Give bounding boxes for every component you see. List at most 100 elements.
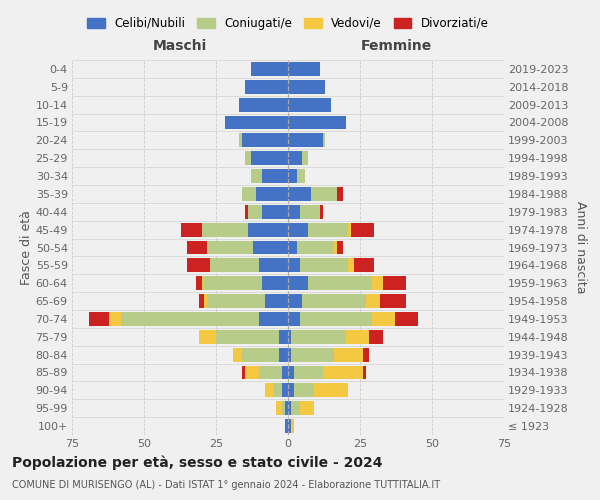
Bar xyxy=(262,276,288,290)
Bar xyxy=(296,240,334,254)
Bar xyxy=(187,258,210,272)
Bar xyxy=(288,116,346,130)
Bar xyxy=(208,240,253,254)
Bar xyxy=(334,348,363,362)
Bar xyxy=(371,276,383,290)
Bar xyxy=(337,240,343,254)
Bar xyxy=(285,419,288,433)
Y-axis label: Fasce di età: Fasce di età xyxy=(20,210,32,285)
Bar xyxy=(181,222,202,236)
Bar xyxy=(302,294,366,308)
Bar xyxy=(363,366,366,380)
Bar xyxy=(224,116,288,130)
Text: Maschi: Maschi xyxy=(153,38,207,52)
Bar xyxy=(288,169,296,183)
Bar xyxy=(242,348,280,362)
Bar xyxy=(262,205,288,219)
Bar xyxy=(282,401,285,415)
Bar xyxy=(202,222,248,236)
Bar xyxy=(380,294,406,308)
Bar xyxy=(302,151,308,165)
Bar xyxy=(395,312,418,326)
Bar xyxy=(242,366,245,380)
Bar xyxy=(282,366,288,380)
Bar xyxy=(251,151,288,165)
Bar xyxy=(299,312,371,326)
Bar xyxy=(202,276,205,290)
Bar xyxy=(311,187,337,201)
Bar xyxy=(288,222,308,236)
Bar xyxy=(308,222,349,236)
Bar xyxy=(299,401,314,415)
Bar xyxy=(277,401,282,415)
Bar xyxy=(265,294,288,308)
Bar xyxy=(308,276,371,290)
Bar xyxy=(354,258,374,272)
Bar xyxy=(323,366,363,380)
Bar xyxy=(314,384,349,398)
Bar xyxy=(245,151,251,165)
Text: Popolazione per età, sesso e stato civile - 2024: Popolazione per età, sesso e stato civil… xyxy=(12,455,383,469)
Bar xyxy=(288,330,291,344)
Bar xyxy=(346,330,368,344)
Bar xyxy=(323,134,325,147)
Text: Femmine: Femmine xyxy=(361,38,431,52)
Bar xyxy=(294,366,323,380)
Bar xyxy=(187,240,208,254)
Bar xyxy=(291,348,334,362)
Bar xyxy=(280,348,288,362)
Bar xyxy=(280,330,288,344)
Bar xyxy=(285,401,288,415)
Bar xyxy=(337,187,343,201)
Bar xyxy=(363,348,368,362)
Bar xyxy=(299,258,349,272)
Bar xyxy=(288,276,308,290)
Bar xyxy=(320,205,323,219)
Bar xyxy=(89,312,109,326)
Bar xyxy=(239,98,288,112)
Bar xyxy=(288,258,299,272)
Bar xyxy=(208,294,265,308)
Bar xyxy=(299,205,320,219)
Bar xyxy=(352,222,374,236)
Bar xyxy=(245,205,248,219)
Bar xyxy=(288,419,291,433)
Bar xyxy=(368,330,383,344)
Bar xyxy=(282,384,288,398)
Bar xyxy=(371,312,395,326)
Bar xyxy=(366,294,380,308)
Bar xyxy=(288,312,299,326)
Bar xyxy=(242,134,288,147)
Bar xyxy=(288,366,294,380)
Bar xyxy=(288,80,325,94)
Bar xyxy=(245,80,288,94)
Bar xyxy=(210,258,259,272)
Bar xyxy=(265,384,274,398)
Bar xyxy=(245,366,259,380)
Bar xyxy=(288,294,302,308)
Bar xyxy=(288,134,323,147)
Bar xyxy=(288,151,302,165)
Bar xyxy=(291,401,299,415)
Bar xyxy=(109,312,121,326)
Bar xyxy=(349,222,352,236)
Bar xyxy=(288,240,296,254)
Bar xyxy=(334,240,337,254)
Legend: Celibi/Nubili, Coniugati/e, Vedovi/e, Divorziati/e: Celibi/Nubili, Coniugati/e, Vedovi/e, Di… xyxy=(84,14,492,34)
Bar xyxy=(253,240,288,254)
Bar xyxy=(259,366,282,380)
Bar xyxy=(291,419,294,433)
Bar xyxy=(288,62,320,76)
Bar xyxy=(291,330,346,344)
Bar xyxy=(349,258,354,272)
Y-axis label: Anni di nascita: Anni di nascita xyxy=(574,201,587,294)
Bar xyxy=(288,348,291,362)
Bar xyxy=(296,169,305,183)
Bar xyxy=(239,134,242,147)
Bar xyxy=(256,187,288,201)
Bar xyxy=(121,312,259,326)
Bar xyxy=(259,312,288,326)
Bar xyxy=(205,276,262,290)
Bar xyxy=(288,98,331,112)
Bar xyxy=(242,187,256,201)
